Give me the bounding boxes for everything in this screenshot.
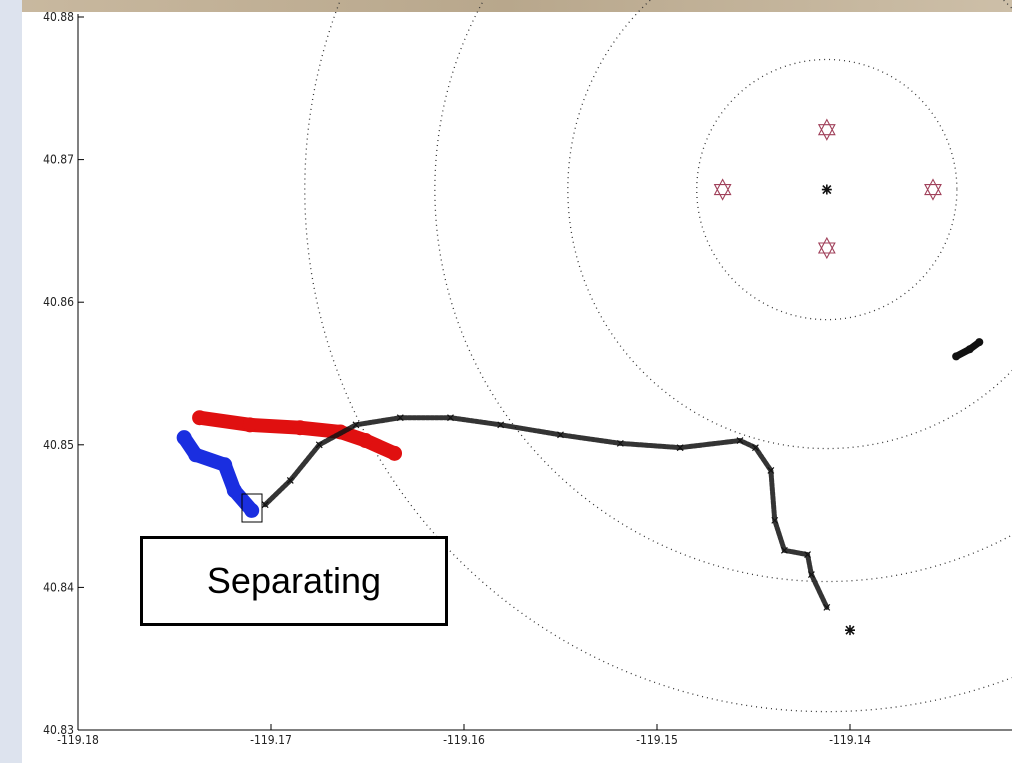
series: [176, 430, 260, 518]
point: [845, 625, 855, 636]
point: [771, 516, 779, 524]
x-tick-label: -119.16: [443, 733, 485, 747]
y-tick-label: 40.88: [43, 10, 74, 24]
point: [924, 178, 942, 201]
point: [616, 439, 624, 447]
series: [821, 184, 855, 636]
point: [396, 414, 404, 422]
point: [315, 441, 323, 449]
annotation: Separating: [140, 536, 448, 626]
point: [965, 345, 974, 354]
point: [767, 467, 775, 474]
point: [752, 444, 759, 452]
side-strip: [0, 0, 22, 763]
point: [557, 431, 564, 439]
highlight-box: [241, 493, 263, 523]
range-ring: [434, 0, 1012, 583]
y-tick-label: 40.85: [43, 438, 74, 452]
x-tick-label: -119.15: [636, 733, 678, 747]
point: [713, 178, 732, 201]
point: [261, 501, 269, 509]
point: [352, 421, 360, 429]
point: [497, 421, 505, 429]
point: [823, 603, 831, 611]
plot-background: [22, 12, 1012, 763]
point: [975, 338, 984, 347]
point: [244, 502, 260, 518]
point: [780, 546, 788, 554]
point: [387, 445, 403, 461]
point: [736, 437, 744, 444]
point: [817, 118, 836, 141]
point: [676, 444, 684, 452]
point: [188, 447, 204, 463]
series: [952, 338, 984, 361]
point: [286, 477, 294, 484]
point: [226, 482, 242, 498]
point: [817, 236, 836, 260]
point: [821, 184, 832, 195]
point: [217, 457, 233, 473]
point: [358, 433, 374, 449]
photo-strip: [0, 0, 1012, 12]
range-ring: [696, 58, 958, 321]
y-tick-label: 40.87: [43, 153, 74, 167]
point: [292, 420, 308, 436]
point: [447, 414, 454, 422]
series: [261, 414, 831, 611]
point: [176, 430, 192, 446]
point: [952, 352, 961, 361]
point: [242, 417, 258, 433]
y-tick-label: 40.83: [43, 723, 74, 737]
x-tick-label: -119.17: [250, 733, 292, 747]
point: [807, 571, 815, 578]
point: [192, 410, 208, 426]
series: [713, 118, 942, 260]
track: [262, 415, 830, 610]
y-tick-label: 40.86: [43, 295, 74, 309]
x-tick-label: -119.14: [829, 733, 871, 747]
x-tick-label: -119.18: [57, 733, 99, 747]
y-tick-label: 40.84: [43, 580, 74, 594]
point: [804, 551, 811, 559]
